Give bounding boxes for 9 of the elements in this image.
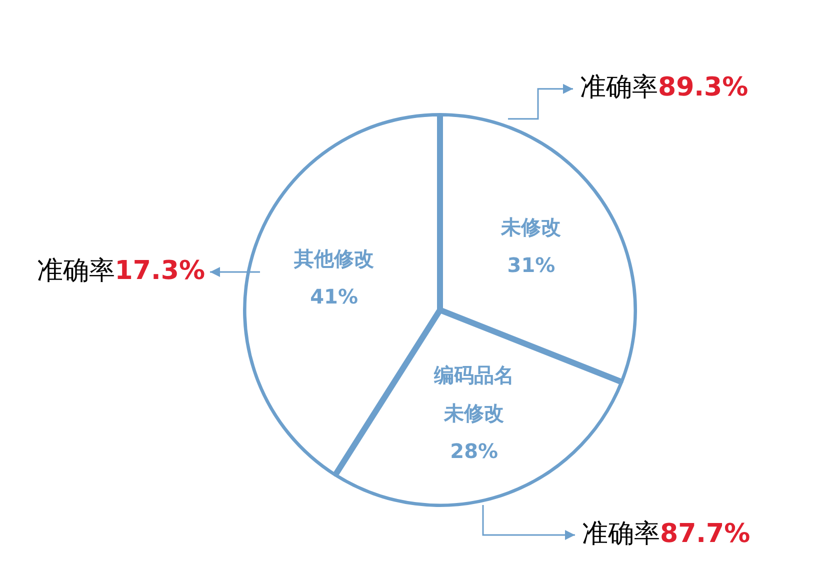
slice-label: 未修改	[500, 215, 562, 240]
data-label: 41%	[310, 284, 358, 308]
data-label: 31%	[507, 253, 556, 278]
text: 准确率87.7%	[582, 518, 750, 549]
slice-label: 编码品名未修改	[433, 363, 514, 426]
text: 准确率89.3%	[580, 72, 748, 103]
data-label: 28%	[450, 439, 498, 464]
slice-label: 其他修改	[293, 246, 374, 270]
text: 准确率17.3%	[36, 256, 206, 286]
